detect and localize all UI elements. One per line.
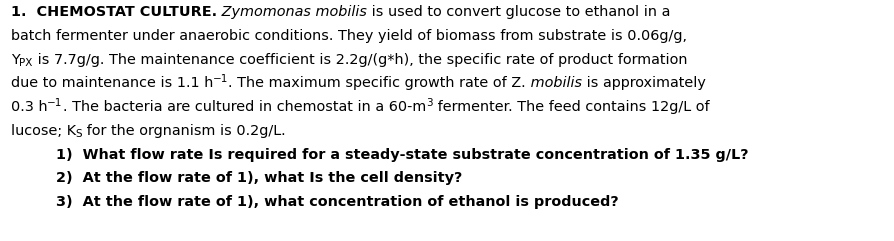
Text: for the orgnanism is 0.2g/L.: for the orgnanism is 0.2g/L. [82,123,286,137]
Text: 0.3 h: 0.3 h [11,100,47,114]
Text: due to maintenance is 1.1 h: due to maintenance is 1.1 h [11,76,213,90]
Text: batch fermenter under anaerobic conditions. They yield of biomass from substrate: batch fermenter under anaerobic conditio… [11,29,687,43]
Text: . The bacteria are cultured in chemostat in a 60-m: . The bacteria are cultured in chemostat… [63,100,426,114]
Text: is 7.7g/g. The maintenance coefficient is 2.2g/(g*h), the specific rate of produ: is 7.7g/g. The maintenance coefficient i… [33,52,687,66]
Text: Zymomonas mobilis: Zymomonas mobilis [216,5,367,19]
Text: −1: −1 [47,98,63,108]
Text: Y: Y [11,52,20,66]
Text: is approximately: is approximately [582,76,706,90]
Text: PX: PX [20,58,33,68]
Text: 1)  What flow rate Is required for a steady-state substrate concentration of 1.3: 1) What flow rate Is required for a stea… [56,147,748,161]
Text: is used to convert glucose to ethanol in a: is used to convert glucose to ethanol in… [367,5,670,19]
Text: 2)  At the flow rate of 1), what Is the cell density?: 2) At the flow rate of 1), what Is the c… [56,171,462,185]
Text: 3)  At the flow rate of 1), what concentration of ethanol is produced?: 3) At the flow rate of 1), what concentr… [56,194,619,208]
Text: 3: 3 [426,98,433,108]
Text: . The maximum specific growth rate of Z.: . The maximum specific growth rate of Z. [228,76,526,90]
Text: fermenter. The feed contains 12g/L of: fermenter. The feed contains 12g/L of [433,100,709,114]
Text: −1: −1 [213,74,228,84]
Text: 1.  CHEMOSTAT CULTURE.: 1. CHEMOSTAT CULTURE. [11,5,216,19]
Text: mobilis: mobilis [526,76,582,90]
Text: S: S [76,129,82,139]
Text: lucose; K: lucose; K [11,123,76,137]
